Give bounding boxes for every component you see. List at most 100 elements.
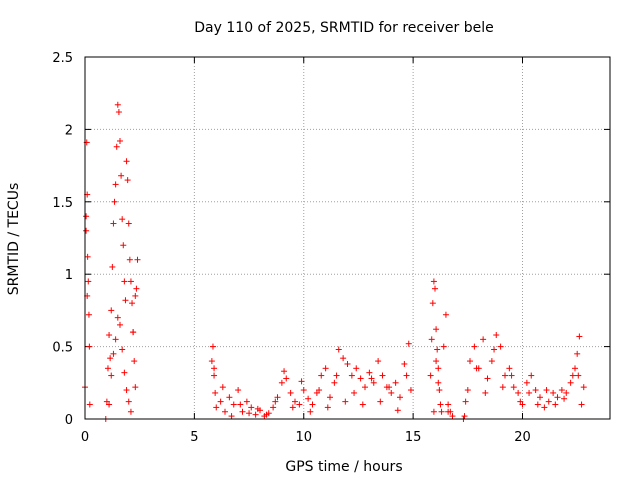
data-point — [298, 378, 305, 385]
data-point — [526, 389, 533, 396]
data-point — [435, 379, 442, 386]
data-point — [567, 379, 574, 386]
data-point — [318, 372, 325, 379]
data-point — [331, 379, 338, 386]
data-point — [575, 372, 582, 379]
data-point — [515, 389, 522, 396]
data-point — [132, 384, 139, 391]
tick-labels: 0 5 10 15 20 0 0.5 1 1.5 2 2.5 — [52, 51, 530, 445]
data-point — [248, 404, 255, 411]
data-point — [122, 297, 129, 304]
data-point — [449, 413, 456, 420]
data-point — [112, 181, 119, 188]
data-point — [127, 278, 134, 285]
data-point — [386, 384, 393, 391]
data-point — [510, 384, 517, 391]
data-point — [473, 365, 480, 372]
y-tick-label: 0 — [65, 413, 73, 428]
data-point — [296, 401, 303, 408]
plot-frame — [84, 56, 611, 420]
data-point — [272, 398, 279, 405]
data-point — [344, 360, 351, 367]
data-point — [278, 379, 285, 386]
data-point — [333, 372, 340, 379]
data-point — [111, 198, 118, 205]
data-point — [327, 394, 333, 401]
data-point — [445, 408, 452, 415]
data-point — [125, 398, 132, 405]
data-point — [401, 360, 408, 367]
data-point — [348, 372, 355, 379]
data-point — [124, 177, 131, 184]
data-point — [108, 307, 115, 314]
data-point — [523, 379, 530, 386]
data-point — [528, 372, 535, 379]
data-point — [379, 372, 386, 379]
data-point — [86, 401, 93, 408]
y-tick-label: 2 — [65, 123, 73, 138]
y-tick-label: 0.5 — [52, 341, 73, 356]
data-point — [576, 333, 583, 340]
data-point — [578, 401, 585, 408]
data-point — [541, 404, 548, 411]
data-point — [283, 375, 290, 382]
data-point — [117, 137, 123, 144]
data-point — [574, 350, 581, 357]
data-point — [292, 398, 298, 405]
y-tick-label: 1 — [65, 268, 73, 283]
data-point — [388, 389, 395, 396]
data-point — [464, 387, 471, 394]
data-point — [213, 404, 220, 411]
data-point — [493, 332, 500, 339]
x-tick-label: 15 — [405, 430, 422, 445]
data-point — [109, 263, 116, 270]
data-point — [462, 398, 469, 405]
data-point — [488, 358, 495, 365]
data-point — [437, 401, 444, 408]
data-point — [563, 389, 570, 396]
data-point — [83, 227, 90, 234]
data-point — [85, 311, 92, 318]
data-point — [434, 346, 441, 353]
data-point — [429, 300, 436, 307]
data-point — [237, 401, 244, 408]
data-point — [127, 408, 134, 415]
data-point — [580, 384, 587, 391]
data-point — [558, 387, 565, 394]
data-point — [428, 336, 435, 343]
data-point — [281, 368, 288, 375]
data-point — [263, 411, 270, 418]
data-point — [228, 413, 235, 420]
y-axis-label: SRMTID / TECUs — [6, 183, 22, 296]
data-point — [377, 398, 384, 405]
data-point — [351, 389, 358, 396]
data-point — [119, 216, 126, 223]
data-point — [322, 365, 329, 372]
data-point — [84, 253, 91, 260]
data-point — [433, 326, 440, 333]
data-point — [545, 398, 552, 405]
data-point — [482, 389, 489, 396]
x-axis-label: GPS time / hours — [285, 459, 402, 475]
data-point — [117, 321, 123, 328]
data-point — [392, 379, 399, 386]
data-point — [405, 340, 412, 347]
data-point — [484, 375, 491, 382]
data-point — [359, 401, 366, 408]
data-point — [235, 387, 242, 394]
data-point — [554, 394, 561, 401]
data-point — [316, 387, 323, 394]
data-point — [534, 401, 541, 408]
data-point — [537, 394, 543, 401]
data-point — [129, 300, 136, 307]
data-point — [543, 387, 550, 394]
data-point — [126, 256, 133, 263]
data-point — [335, 346, 342, 353]
data-point — [442, 311, 449, 318]
data-point — [130, 329, 137, 336]
data-point — [289, 404, 296, 411]
data-point — [115, 109, 122, 116]
data-point — [121, 278, 128, 285]
data-point — [340, 355, 347, 362]
